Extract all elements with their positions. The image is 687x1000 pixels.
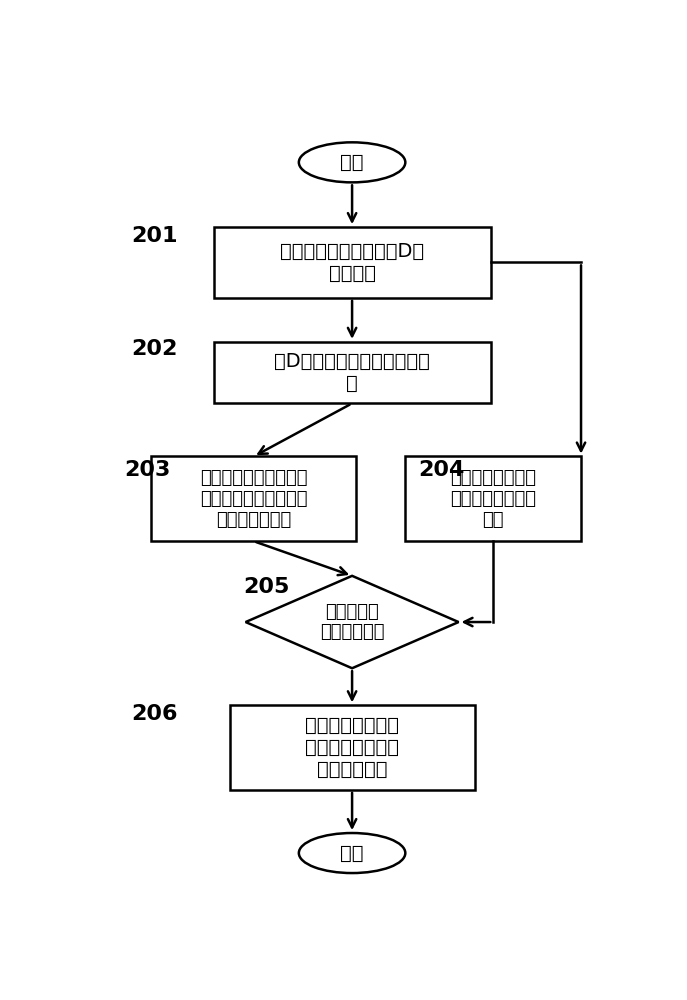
- Text: 202: 202: [131, 339, 177, 359]
- Text: 获取前一帧次级检波的D个
深度结果: 获取前一帧次级检波的D个 深度结果: [280, 242, 424, 283]
- FancyBboxPatch shape: [229, 705, 475, 790]
- Text: 判断卡尔曼
地形跟踪质量: 判断卡尔曼 地形跟踪质量: [320, 603, 384, 641]
- Text: 206: 206: [131, 704, 178, 724]
- FancyBboxPatch shape: [405, 456, 581, 541]
- Ellipse shape: [299, 142, 405, 182]
- Text: 将D个深度结果存入数据缓存
区: 将D个深度结果存入数据缓存 区: [274, 352, 430, 393]
- Text: 依据当前估计地形
生成初级检波的浅
门限和深门限: 依据当前估计地形 生成初级检波的浅 门限和深门限: [305, 716, 399, 779]
- Text: 203: 203: [124, 460, 170, 480]
- FancyBboxPatch shape: [151, 456, 356, 541]
- Text: 204: 204: [418, 460, 465, 480]
- FancyBboxPatch shape: [214, 227, 491, 298]
- Ellipse shape: [299, 833, 405, 873]
- Text: 201: 201: [131, 226, 178, 245]
- Text: 对数据缓存区中的多帧
深度数据进行帧间粗估
得到当前帧地形: 对数据缓存区中的多帧 深度数据进行帧间粗估 得到当前帧地形: [200, 469, 307, 529]
- Text: 205: 205: [243, 577, 289, 597]
- Text: 帧间卡尔曼地形跟
踪方法估计当前帧
地形: 帧间卡尔曼地形跟 踪方法估计当前帧 地形: [450, 469, 536, 529]
- Text: 开始: 开始: [340, 153, 364, 172]
- Text: 结束: 结束: [340, 844, 364, 863]
- Polygon shape: [246, 576, 459, 668]
- FancyBboxPatch shape: [214, 342, 491, 403]
